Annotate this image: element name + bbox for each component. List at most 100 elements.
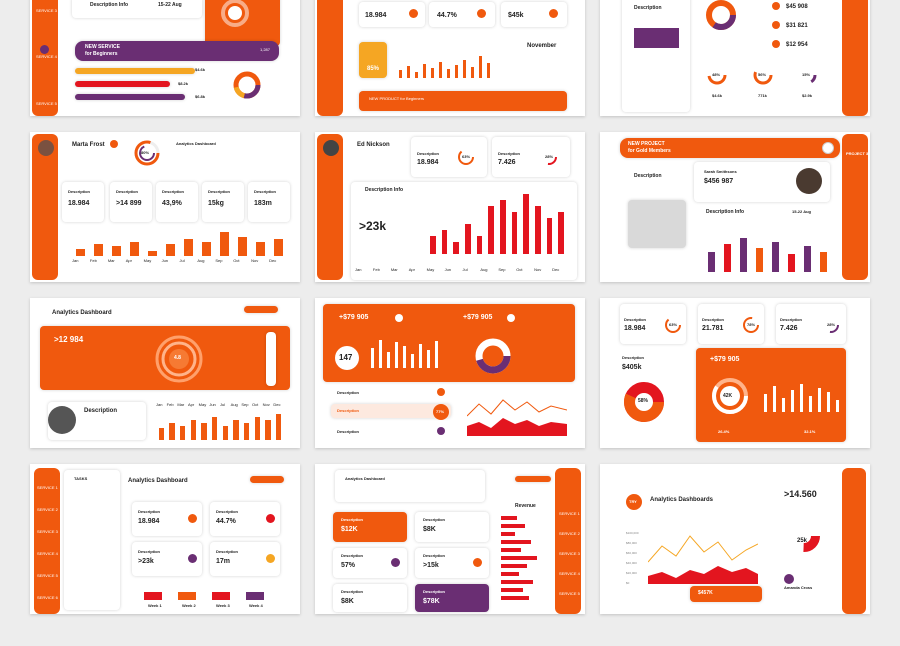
rail-item[interactable]: SERVICE 4 bbox=[36, 54, 57, 59]
slide-12[interactable]: TRY Analytics Dashboards $100,000 $80,00… bbox=[600, 464, 870, 614]
slide-6[interactable]: PROJECT 3 NEW PROJECT for Gold Members D… bbox=[600, 132, 870, 282]
stat-value: 43,9% bbox=[162, 200, 182, 207]
tasks-panel bbox=[64, 470, 120, 610]
slider[interactable] bbox=[266, 332, 276, 386]
stat-icon bbox=[473, 558, 482, 567]
action-pill[interactable] bbox=[250, 476, 284, 483]
stat-value: $8K bbox=[341, 598, 354, 605]
action-pill[interactable] bbox=[515, 476, 551, 482]
rail-item[interactable]: SERVICE 4 bbox=[37, 551, 58, 556]
banner-title: NEW PRODUCT for Beginners bbox=[369, 96, 425, 101]
rail-item[interactable]: SERVICE 1 bbox=[37, 485, 58, 490]
slide-11[interactable]: SERVICE 1 SERVICE 2 SERVICE 3 SERVICE 4 … bbox=[315, 464, 585, 614]
y-axis-label: $0 bbox=[626, 581, 630, 585]
rail-item[interactable]: SERVICE 4 bbox=[559, 571, 580, 576]
donut-chart bbox=[475, 338, 511, 374]
person-name: Ed Nickson bbox=[357, 142, 390, 148]
rail-item[interactable]: SERVICE 3 bbox=[37, 529, 58, 534]
stat-value: 18.984 bbox=[417, 159, 439, 166]
stat-card bbox=[156, 182, 198, 222]
rail-label: PROJECT 3 bbox=[846, 151, 869, 156]
action-pill[interactable] bbox=[244, 306, 278, 313]
progress-ring bbox=[134, 140, 160, 166]
month-label: Dec bbox=[552, 267, 560, 272]
ring bbox=[541, 149, 557, 165]
slide-1[interactable]: SERVICE 3 SERVICE 4 SERVICE 5 Descriptio… bbox=[30, 0, 300, 116]
percent-value: 85% bbox=[367, 66, 380, 72]
list-row-highlight[interactable] bbox=[331, 404, 451, 418]
stacked-bars bbox=[704, 236, 834, 272]
stat-value: 18.984 bbox=[624, 325, 646, 332]
chart-bar bbox=[222, 425, 228, 440]
chart-bar bbox=[76, 248, 86, 256]
chart-bar bbox=[523, 194, 530, 254]
slide-5[interactable]: Ed Nickson Description 18.984 63% Descri… bbox=[315, 132, 585, 282]
stat-card-orange bbox=[333, 512, 407, 542]
stat-card bbox=[411, 137, 487, 177]
stat-value: >15k bbox=[423, 562, 439, 569]
rail-item[interactable]: SERVICE 2 bbox=[559, 531, 580, 536]
calendar-month: November bbox=[527, 43, 557, 49]
value: $8.2k bbox=[178, 81, 189, 86]
chart-bar bbox=[534, 206, 541, 254]
chart-bar bbox=[112, 246, 122, 256]
metric: $4.6k bbox=[712, 93, 723, 98]
slide-title: Analytics Dashboards bbox=[650, 497, 714, 503]
slide-4[interactable]: Marta Frost 80% Analytics Dashboard Desc… bbox=[30, 132, 300, 282]
rail-item[interactable]: SERVICE 2 bbox=[37, 507, 58, 512]
week-label: Week 1 bbox=[148, 603, 162, 608]
month-label: May bbox=[198, 402, 207, 407]
donut-chart bbox=[233, 71, 261, 99]
slide-8[interactable]: +$79 905 +$79 905 147 Description Descri… bbox=[315, 298, 585, 448]
date-range: 15-22 Aug bbox=[158, 2, 182, 8]
month-label: May bbox=[143, 258, 152, 263]
horizontal-bars bbox=[501, 514, 551, 608]
arrow-button[interactable] bbox=[822, 142, 834, 154]
date-range: 15-22 Aug bbox=[792, 209, 811, 214]
stat-value: 15kg bbox=[208, 200, 224, 207]
stat-card bbox=[620, 304, 686, 344]
month-label: Apr bbox=[125, 258, 132, 263]
month-axis: Jan Feb Mar Apr May Jun Jul Aug Sep Oct Nov Dec bbox=[355, 268, 570, 274]
rail-item[interactable]: SERVICE 3 bbox=[36, 8, 57, 13]
slide-7[interactable]: Analytics Dashboard >12 984 4.8 Descript… bbox=[30, 298, 300, 448]
slide-9[interactable]: Description 18.984 63% Description 21.78… bbox=[600, 298, 870, 448]
mini-bars bbox=[634, 28, 679, 48]
count-value: 147 bbox=[339, 353, 353, 362]
slide-3[interactable]: Description $45 908 $31 821 $12 954 48% … bbox=[600, 0, 870, 116]
list-icon bbox=[437, 427, 445, 435]
rail-item[interactable]: SERVICE 5 bbox=[559, 591, 580, 596]
ring-label: 28% bbox=[827, 322, 836, 327]
avatar bbox=[323, 140, 339, 156]
metric: 32.1% bbox=[804, 429, 816, 434]
stat-value: $12K bbox=[341, 526, 358, 533]
rail-item[interactable]: SERVICE 6 bbox=[37, 595, 58, 600]
stat-value: 44.7% bbox=[437, 12, 457, 19]
side-rail bbox=[32, 134, 58, 280]
value: $12 954 bbox=[786, 42, 808, 48]
donut-chart bbox=[706, 0, 736, 30]
service-banner[interactable] bbox=[75, 41, 279, 61]
icon bbox=[772, 40, 780, 48]
big-value: >12 984 bbox=[54, 335, 84, 344]
ring-label: 63% bbox=[462, 154, 471, 159]
slide-10[interactable]: SERVICE 1 SERVICE 2 SERVICE 3 SERVICE 4 … bbox=[30, 464, 300, 614]
banner-subtitle: for Gold Members bbox=[628, 148, 671, 154]
stat-label: Description bbox=[216, 549, 239, 554]
month-label: Oct bbox=[516, 267, 523, 272]
rail-item[interactable]: SERVICE 1 bbox=[559, 511, 580, 516]
stat-card bbox=[202, 182, 244, 222]
slide-title: Analytics Dashboard bbox=[52, 310, 112, 316]
slide-2[interactable]: 18.984 44.7% $45k 85% November NEW PRODU… bbox=[315, 0, 585, 116]
rail-item[interactable]: SERVICE 5 bbox=[36, 101, 57, 106]
week-label: Week 3 bbox=[216, 603, 230, 608]
rail-item[interactable]: SERVICE 3 bbox=[559, 551, 580, 556]
project-banner[interactable] bbox=[620, 138, 840, 158]
chart-bar bbox=[148, 251, 158, 256]
rail-item[interactable]: SERVICE 5 bbox=[37, 573, 58, 578]
stat-card bbox=[776, 304, 846, 344]
badge bbox=[507, 314, 515, 322]
ring-label: 56% bbox=[758, 72, 767, 77]
bar-chart bbox=[397, 48, 492, 78]
ring bbox=[753, 65, 773, 85]
